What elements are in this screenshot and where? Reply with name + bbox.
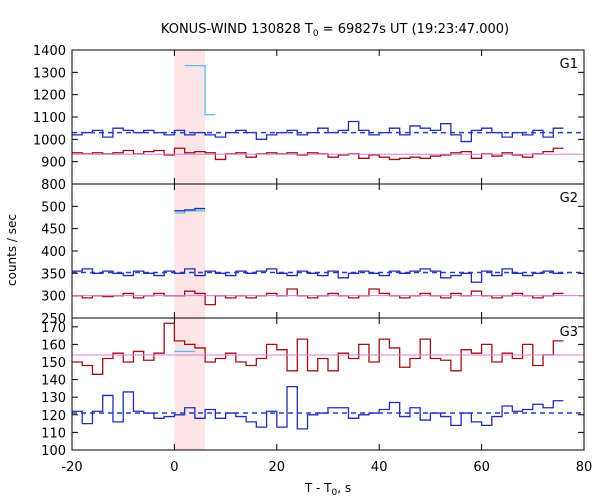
g1-ytick-label: 1000 <box>33 133 66 148</box>
g1-panel-label: G1 <box>560 57 578 72</box>
x-axis-label-subscript: 0 <box>332 488 338 498</box>
y-axis-label: counts / sec <box>5 214 19 286</box>
g3-ytick-label: 140 <box>41 374 66 389</box>
g3-ytick-label: 100 <box>41 444 66 459</box>
g3-panel-label: G3 <box>560 325 578 340</box>
g2-panel-frame <box>71 183 585 319</box>
g2-red-step <box>72 288 564 306</box>
g1-ytick-label: 1100 <box>33 111 66 126</box>
g2-ytick-label: 300 <box>41 290 66 305</box>
g3-red-step <box>72 322 564 375</box>
g2-dark-blue-peak-step <box>174 207 206 212</box>
burst-interval-highlight <box>174 50 206 450</box>
x-axis-label: T - T0, s <box>304 481 351 498</box>
g1-ytick-label: 1200 <box>33 89 66 104</box>
plot-area: 80090010001100120013001400G1250300350400… <box>33 44 592 475</box>
g3-panel-frame <box>71 317 585 451</box>
g1-blue-step <box>72 120 564 143</box>
xtick-label: 40 <box>371 460 388 475</box>
x-axis-label-main: T - T <box>304 481 332 495</box>
g2-panel-label: G2 <box>560 191 578 206</box>
g2-ytick-label: 500 <box>41 200 66 215</box>
g3-ytick-label: 170 <box>41 321 66 336</box>
chart-title: KONUS-WIND 130828 T0 = 69827s UT (19:23:… <box>161 22 509 39</box>
g1-ytick-label: 1400 <box>33 44 66 59</box>
g3-ytick-label: 120 <box>41 409 66 424</box>
xtick-label: 60 <box>473 460 490 475</box>
chart-title-rest: = 69827s UT (19:23:47.000) <box>319 22 509 37</box>
g1-light-blue-step <box>184 64 216 116</box>
g2-ytick-label: 450 <box>41 223 66 238</box>
g2-ytick-label: 350 <box>41 267 66 282</box>
g1-ytick-label: 900 <box>41 156 66 171</box>
g3-ytick-label: 160 <box>41 338 66 353</box>
chart-title-main: KONUS-WIND 130828 T <box>161 22 313 37</box>
g3-ytick-label: 130 <box>41 391 66 406</box>
g1-ytick-label: 1300 <box>33 66 66 81</box>
g1-panel-frame <box>71 49 585 185</box>
g1-red-step <box>72 147 564 161</box>
g3-ytick-label: 150 <box>41 356 66 371</box>
g2-ytick-label: 250 <box>41 312 66 327</box>
g2-ytick-label: 400 <box>41 245 66 260</box>
g3-blue-step <box>72 385 564 430</box>
chart-title-subscript: 0 <box>313 29 319 39</box>
g3-ytick-label: 110 <box>41 426 66 441</box>
xtick-label: 0 <box>170 460 178 475</box>
xtick-label: 80 <box>576 460 593 475</box>
xtick-label: -20 <box>61 460 82 475</box>
g2-blue-step <box>72 268 564 283</box>
g1-ytick-label: 800 <box>41 178 66 193</box>
xtick-label: 20 <box>269 460 286 475</box>
x-axis-label-rest: , s <box>337 481 351 495</box>
